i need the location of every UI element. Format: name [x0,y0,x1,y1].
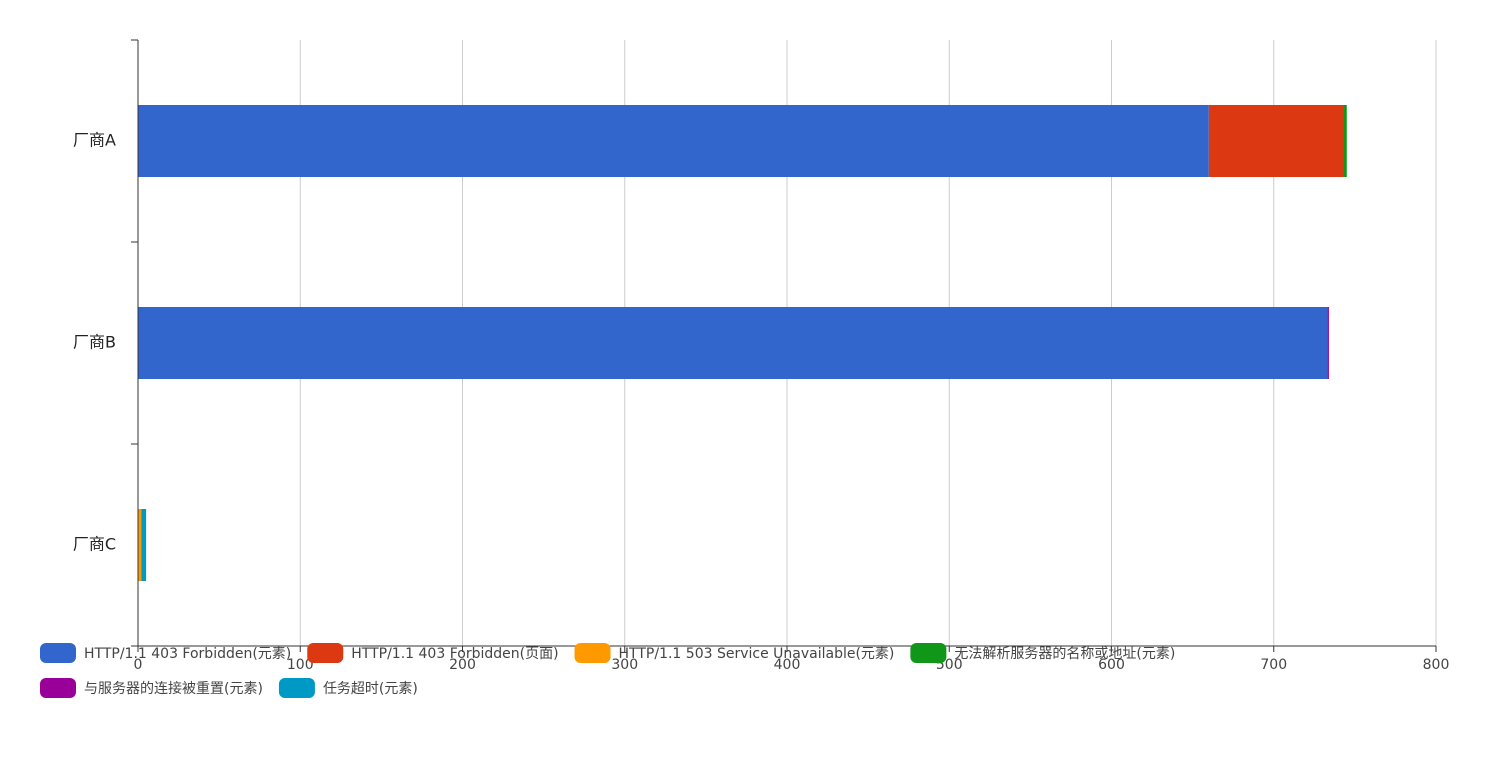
legend-item: HTTP/1.1 403 Forbidden(页面) [307,643,559,663]
legend-item: HTTP/1.1 403 Forbidden(元素) [40,643,291,663]
category-label: 厂商B [73,333,116,352]
legend-swatch [307,643,344,663]
bar [138,105,1209,177]
legend-item: 任务超时(元素) [278,678,418,698]
legend-swatch [910,643,947,663]
bar [1327,307,1329,379]
x-tick-label: 600 [1098,657,1125,673]
legend-item: HTTP/1.1 503 Service Unavailable(元素) [574,643,895,663]
legend-label: HTTP/1.1 403 Forbidden(元素) [84,646,291,662]
x-tick-label: 800 [1423,657,1450,673]
legend-item: 与服务器的连接被重置(元素) [40,678,263,698]
legend-swatch [40,678,76,698]
bar [138,307,1328,379]
legend-label: HTTP/1.1 503 Service Unavailable(元素) [619,646,895,662]
bar [1343,105,1347,177]
x-tick-label: 100 [287,657,314,673]
x-tick-label: 0 [134,657,143,673]
legend-swatch [278,678,315,698]
legend-label: 任务超时(元素) [323,681,418,697]
bar [141,509,147,581]
legend-label: HTTP/1.1 403 Forbidden(页面) [351,646,558,662]
legend-item: 无法解析服务器的名称或地址(元素) [910,643,1175,663]
x-tick-label: 400 [774,657,801,673]
legend-swatch [574,643,611,663]
x-tick-label: 200 [449,657,476,673]
bar [138,509,142,581]
x-tick-label: 700 [1260,657,1287,673]
legend-label: 与服务器的连接被重置(元素) [84,680,263,697]
legend-swatch [40,643,76,663]
category-label: 厂商A [73,131,116,150]
x-tick-label: 300 [611,657,638,673]
bar [1208,105,1344,177]
category-label: 厂商C [73,535,116,554]
legend-label: 无法解析服务器的名称或地址(元素) [954,646,1175,662]
